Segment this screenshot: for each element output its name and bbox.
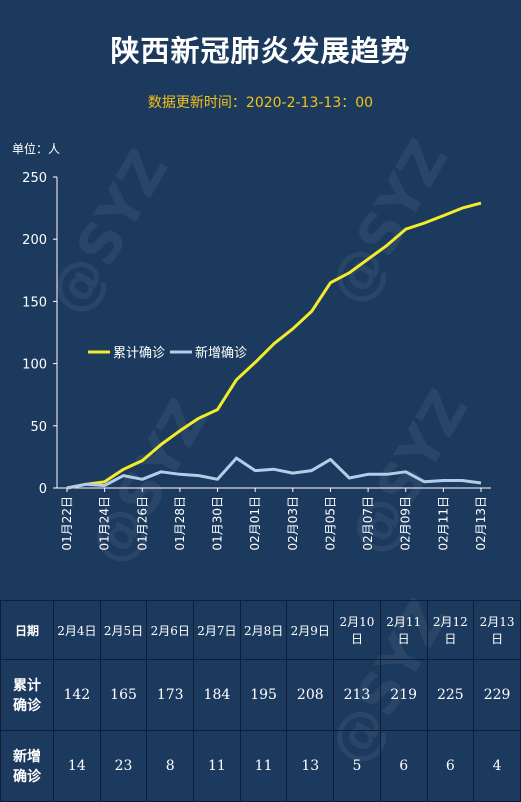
- table-row-new: 新增 确诊 14 23 8 11 11 13 5 6 6 4: [0, 730, 521, 802]
- row-label-line2: 确诊: [13, 698, 41, 714]
- new-cell: 11: [239, 730, 288, 802]
- y-tick-label: 0: [39, 482, 47, 497]
- new-cell: 23: [99, 730, 148, 802]
- legend-label-new: 新增确诊: [195, 345, 247, 361]
- row-label-line2: 确诊: [13, 769, 41, 785]
- new-cell: 6: [426, 730, 475, 802]
- date-cell: 2月12日: [426, 600, 475, 660]
- new-cell: 13: [286, 730, 335, 802]
- table-row-cumulative: 累计 确诊 142 165 173 184 195 208 213 219 225 229: [0, 659, 521, 731]
- x-tick-label: 01月26日: [135, 496, 149, 551]
- new-cases-line: [66, 456, 482, 490]
- date-cell: 2月5日: [99, 600, 148, 660]
- x-tick-label: 02月13日: [474, 496, 488, 551]
- date-cell: 2月13日: [473, 600, 521, 660]
- new-cell: 4: [473, 730, 521, 802]
- data-table: 日期 2月4日 2月5日 2月6日 2月7日 2月8日 2月9日 2月10日 2月11日 2月1…: [0, 600, 521, 802]
- date-cell: 2月11日: [379, 600, 428, 660]
- x-tick-label: 02月09日: [399, 496, 413, 551]
- row-label-cumulative: 累计 确诊: [0, 659, 54, 731]
- cumulative-cell: 225: [426, 659, 475, 731]
- x-tick-label: 01月22日: [60, 496, 74, 551]
- date-header: 日期: [0, 600, 54, 660]
- date-cell: 2月4日: [53, 600, 101, 660]
- x-tick-label: 01月28日: [173, 496, 187, 551]
- cumulative-line: [66, 201, 482, 490]
- x-tick-label: 02月11日: [436, 496, 450, 551]
- row-label-new: 新增 确诊: [0, 730, 54, 802]
- x-tick-label: 02月01日: [248, 496, 262, 551]
- cumulative-cell: 208: [286, 659, 335, 731]
- cumulative-cell: 184: [193, 659, 241, 731]
- unit-label: 单位：人: [12, 142, 61, 156]
- row-label-line1: 新增: [13, 749, 41, 765]
- new-cell: 11: [193, 730, 241, 802]
- x-tick-label: 01月30日: [211, 496, 225, 551]
- date-cell: 2月6日: [146, 600, 195, 660]
- date-cell: 2月9日: [286, 600, 335, 660]
- date-cell: 2月10日: [333, 600, 381, 660]
- page-title: 陕西新冠肺炎发展趋势: [110, 34, 411, 68]
- y-tick-label: 150: [22, 295, 47, 310]
- new-cell: 6: [379, 730, 428, 802]
- row-label-line1: 累计: [13, 678, 41, 694]
- cumulative-cell: 195: [239, 659, 288, 731]
- new-cell: 8: [146, 730, 195, 802]
- new-cell: 14: [53, 730, 101, 802]
- cumulative-cell: 173: [146, 659, 195, 731]
- cumulative-cell: 142: [53, 659, 101, 731]
- y-tick-label: 100: [22, 358, 47, 373]
- new-cell: 5: [333, 730, 381, 802]
- date-cell: 2月7日: [193, 600, 241, 660]
- y-tick-label: 200: [22, 233, 47, 248]
- cumulative-cell: 165: [99, 659, 148, 731]
- legend-label-cumulative: 累计确诊: [113, 346, 165, 361]
- table-header-row: 日期 2月4日 2月5日 2月6日 2月7日 2月8日 2月9日 2月10日 2月11日 2月1…: [0, 600, 521, 660]
- x-tick-label: 02月05日: [323, 496, 337, 551]
- x-tick-label: 02月07日: [361, 496, 375, 551]
- x-tick-label: 02月03日: [286, 496, 300, 551]
- cumulative-cell: 213: [333, 659, 381, 731]
- cumulative-cell: 229: [473, 659, 521, 731]
- cumulative-cell: 219: [379, 659, 428, 731]
- trend-chart: 0 50 100 150 200 250 01月22日 01月24日 01月26日 01月28日 0…: [22, 171, 491, 551]
- y-tick-label: 50: [30, 420, 47, 435]
- update-time: 数据更新时间：2020-2-13-13：00: [147, 95, 374, 111]
- x-tick-label: 01月24日: [98, 496, 112, 551]
- y-tick-label: 250: [22, 171, 47, 186]
- date-cell: 2月8日: [239, 600, 288, 660]
